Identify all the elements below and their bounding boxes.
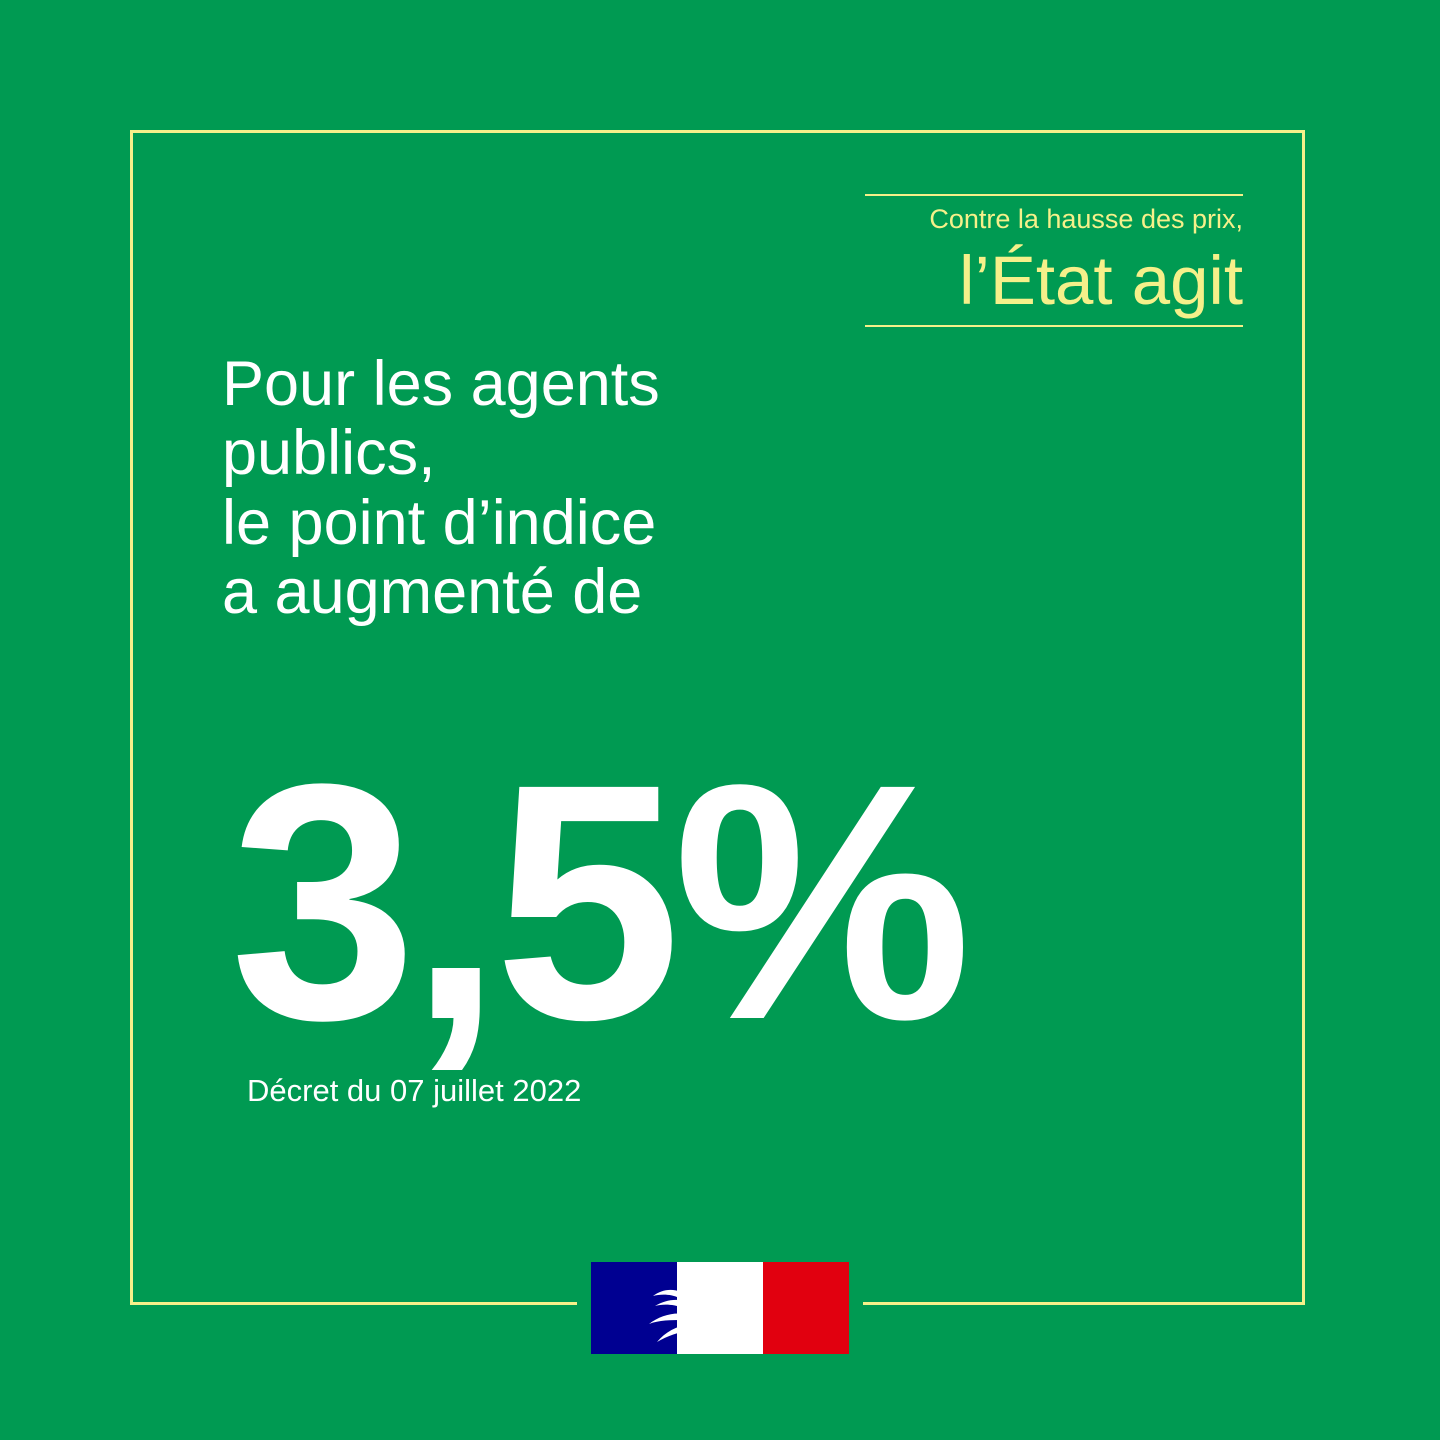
tagline-line-1: Contre la hausse des prix, <box>929 204 1243 234</box>
headline-line-1: Pour les agents <box>222 349 660 419</box>
percentage-value: 3,5% <box>230 715 972 1090</box>
marianne-flag-icon <box>591 1262 849 1354</box>
headline: Pour les agents publics, le point d’indi… <box>222 349 942 627</box>
tagline-rule-bottom <box>865 325 1243 327</box>
tagline-block: Contre la hausse des prix, l’État agit <box>865 194 1243 327</box>
headline-line-4: a augmenté de <box>222 556 643 627</box>
tagline-line-2: l’État agit <box>959 242 1243 319</box>
decree-footnote: Décret du 07 juillet 2022 <box>247 1073 582 1108</box>
headline-line-2: publics, <box>222 418 436 489</box>
tagline-rule-top <box>865 194 1243 196</box>
headline-line-3: le point d’indice <box>222 487 657 558</box>
